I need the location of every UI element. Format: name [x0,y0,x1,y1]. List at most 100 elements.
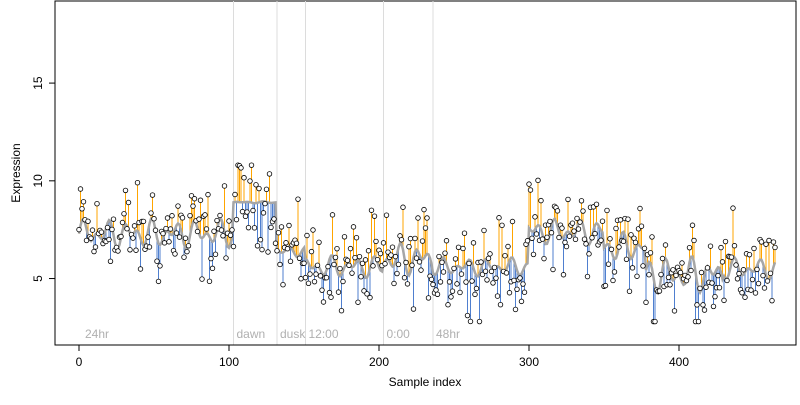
data-point [772,244,778,251]
data-point [626,288,633,295]
data-point [190,203,196,209]
data-point [629,265,636,271]
data-point [221,183,228,189]
data-point [511,277,517,284]
data-point [328,294,334,300]
y-tick-label: 15 [31,76,45,90]
data-point [589,235,595,241]
data-point [484,277,490,283]
data-point [632,239,639,246]
data-point [265,249,271,255]
data-point [374,256,381,263]
data-point [110,216,117,222]
reference-line-label: dawn [237,327,266,341]
data-point [263,186,270,193]
data-point [371,213,378,219]
data-point [238,165,244,171]
data-point [220,233,226,239]
data-point [329,212,336,218]
data-point [638,223,645,229]
data-point [416,259,423,265]
data-point [434,291,441,297]
data-point [347,245,354,252]
data-point [380,240,387,246]
data-point [364,291,370,297]
data-point [137,266,144,272]
data-point [346,262,352,268]
data-point [577,219,583,225]
data-point [320,299,327,305]
data-point [502,253,508,259]
data-point [76,226,82,233]
data-point [575,226,582,232]
data-point [106,236,112,243]
data-point [176,234,183,240]
data-point [368,207,375,213]
data-point [637,205,643,212]
data-point [166,239,172,245]
data-point [583,241,589,247]
data-point [350,224,357,230]
data-point [439,259,445,266]
data-point [574,215,580,222]
data-point [755,280,762,287]
data-point [530,251,537,258]
data-point [701,307,708,313]
data-point [547,218,553,225]
x-tick-label: 100 [219,355,239,369]
data-point [739,290,745,296]
data-point [250,207,256,214]
data-point [451,265,457,272]
data-point [463,279,469,285]
x-tick-label: 400 [669,355,689,369]
reference-line-label: dusk [280,327,306,341]
data-point [88,235,94,241]
data-point [730,205,736,211]
data-point [412,235,418,242]
data-point [352,254,358,261]
x-tick-label: 200 [369,355,389,369]
data-point [359,260,366,267]
data-point [122,187,129,194]
data-point [305,280,312,287]
data-point [448,294,454,300]
data-point [602,282,609,289]
data-point [209,265,216,272]
data-point [121,211,127,217]
y-axis-label: Expression [9,143,23,202]
data-point [503,270,510,276]
data-point [424,215,430,221]
data-point [685,274,691,280]
data-point [274,248,280,254]
data-point [272,240,279,246]
data-point [118,233,124,240]
data-point [91,248,97,255]
data-point [145,234,151,240]
data-point [130,235,136,241]
data-point [598,237,604,243]
data-point [496,215,502,221]
data-point [247,178,253,184]
data-point [599,218,606,224]
data-point [700,302,706,308]
data-point [254,243,261,249]
data-point [271,216,277,222]
data-point [625,216,631,222]
data-point [697,285,703,292]
data-point [524,238,531,244]
data-point [419,238,426,244]
data-points [76,162,778,325]
data-point [709,280,715,286]
reference-line-label: 0:00 [387,327,411,341]
data-point [197,197,204,203]
data-point [550,266,556,273]
data-point [355,299,361,305]
x-axis: 0 100 200 300 400 [76,344,689,369]
data-point [617,217,624,223]
data-point [767,270,774,277]
data-point [605,261,612,267]
data-point [569,220,576,226]
data-point [304,232,310,239]
data-point [493,275,499,281]
data-point [436,253,442,260]
